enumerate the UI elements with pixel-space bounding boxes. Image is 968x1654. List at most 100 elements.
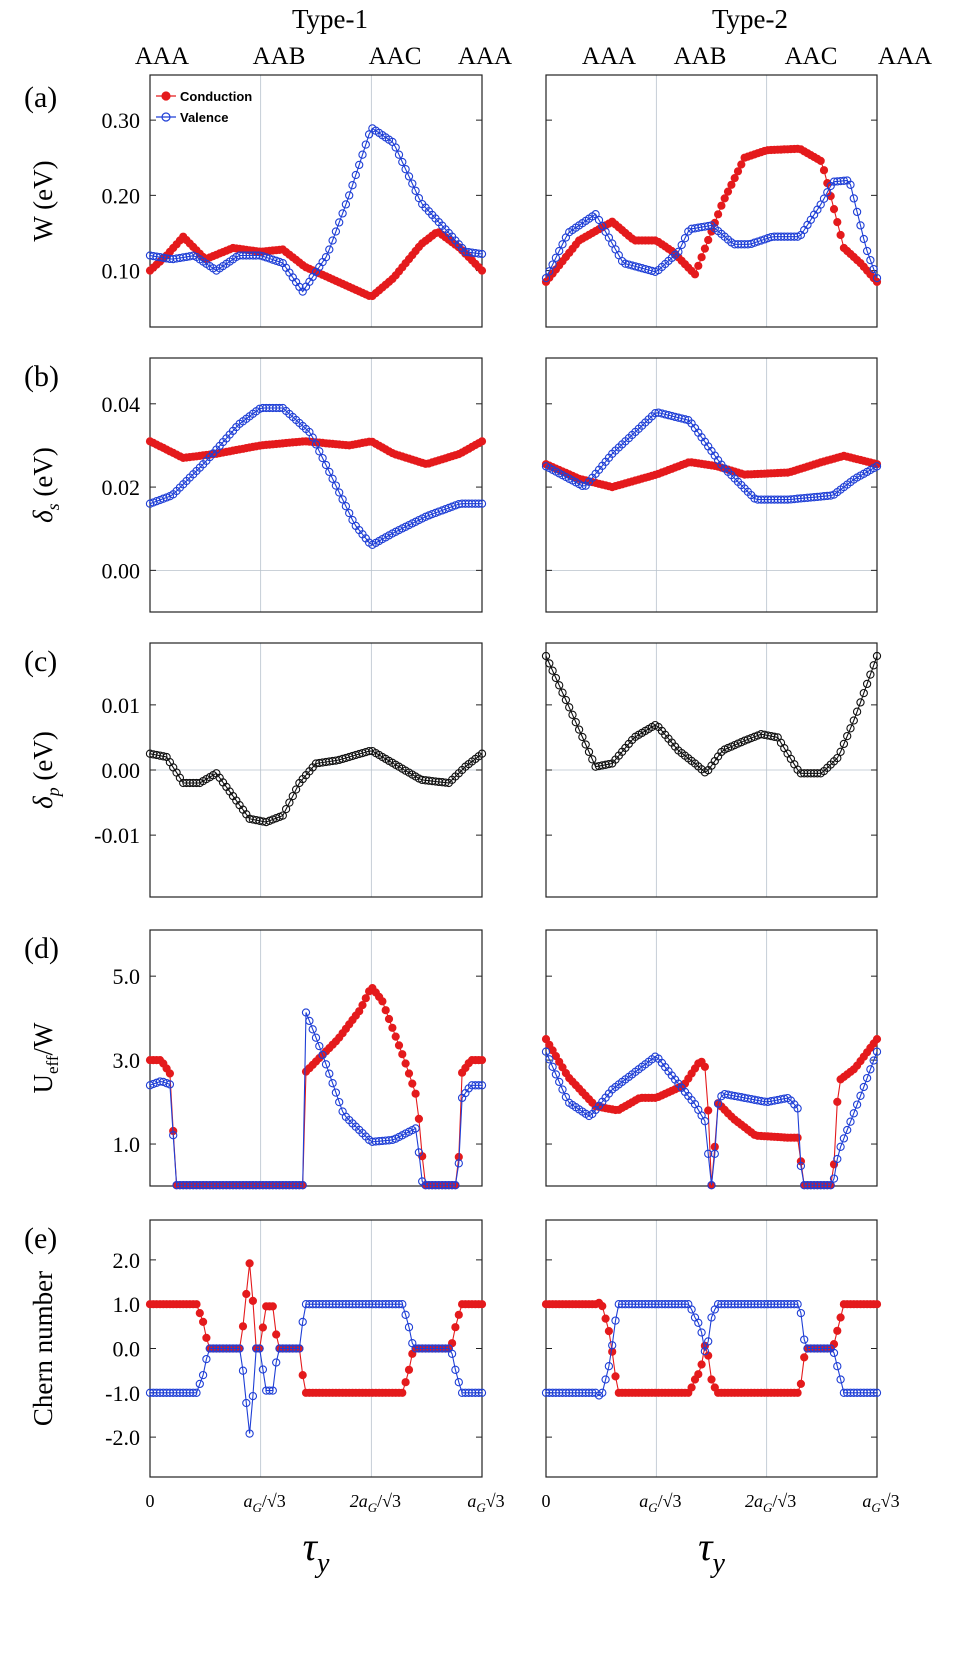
data-point [288,791,297,801]
data-point [707,1375,716,1384]
data-point [318,1050,327,1060]
data-point [245,251,254,260]
data-point [846,180,855,189]
data-point [268,1302,277,1311]
data-point [414,1114,423,1124]
data-point [872,1388,882,1397]
data-point [245,1429,254,1438]
data-point [872,1035,882,1044]
data-point [839,1134,849,1143]
data-point [872,1047,882,1056]
data-point [341,502,351,511]
data-point [770,1300,779,1309]
data-point [232,1344,241,1353]
panel-a-2 [541,74,882,328]
data-point [262,403,271,413]
data-point [202,1333,211,1343]
series-valence-e-2 [541,1300,882,1400]
data-point [258,403,268,413]
x-tick-label: 0 [542,1491,551,1511]
data-point [733,1300,743,1309]
data-point [717,201,726,210]
data-point [358,1300,367,1309]
data-point [790,494,799,504]
data-point [205,1344,214,1353]
data-point [414,1148,424,1157]
data-point [198,1370,208,1380]
data-point [793,1133,802,1142]
data-point [541,651,551,661]
data-point [398,1300,407,1309]
data-point [823,1344,832,1353]
data-point [325,1300,334,1309]
y-tick-label: 2.0 [113,1248,141,1273]
data-point [388,1023,397,1032]
stacking-label-aaa-right-1: AAA [582,43,636,70]
data-point [248,1391,258,1401]
data-point [541,273,551,283]
data-point [809,493,819,502]
data-point [829,1174,839,1183]
data-point [272,1330,281,1339]
data-point [836,747,845,756]
data-point [813,492,822,502]
data-point [278,1181,287,1190]
data-point [800,493,809,503]
data-point [192,1181,201,1190]
data-point [301,1008,311,1017]
data-point [806,493,815,502]
data-point [321,253,331,262]
y-tick-label: 0.0 [113,1337,141,1362]
data-point [298,1181,307,1190]
data-point [833,1097,842,1107]
data-point [404,1323,414,1332]
data-point [444,1181,453,1190]
data-point [869,1388,878,1397]
data-point [760,1097,769,1106]
data-point [208,1181,218,1190]
data-point [175,1181,185,1190]
data-point [872,651,882,661]
data-point [740,240,749,249]
data-point [674,1300,683,1309]
data-point [169,1131,178,1140]
data-point [291,1181,301,1190]
data-point [159,1388,168,1397]
panel-frame [149,74,483,328]
data-point [428,1344,437,1353]
data-point [394,1300,404,1309]
series-conduction-b-1 [145,437,487,468]
data-point [627,1300,637,1309]
y-tick-label: -2.0 [105,1425,140,1450]
column-title-type-1: Type-1 [292,4,368,34]
data-point [697,1360,706,1369]
data-point [411,1124,420,1133]
data-point [384,1014,394,1024]
data-point [561,695,571,705]
data-point [155,1388,165,1397]
data-point [816,1344,825,1353]
data-point [578,1388,587,1397]
data-point [381,1006,390,1015]
data-point [578,732,587,742]
data-point [328,474,337,483]
data-point [162,1388,171,1397]
panel-b-1: 0.00 0.02 0.04 [102,357,487,613]
data-point [581,1388,590,1397]
data-point [358,1001,367,1010]
data-point [551,673,561,683]
data-point [258,1181,268,1190]
data-point [856,1388,865,1397]
data-point [192,1300,201,1309]
data-point [624,1300,633,1309]
data-point [331,481,341,490]
data-point [438,1344,447,1353]
data-point [657,1300,667,1309]
legend: Conduction Valence [156,89,252,125]
data-point [451,1323,460,1332]
data-point [311,1300,321,1309]
data-point [836,1375,845,1384]
data-point [374,1300,384,1309]
data-point [601,1375,610,1384]
data-point [338,209,347,218]
